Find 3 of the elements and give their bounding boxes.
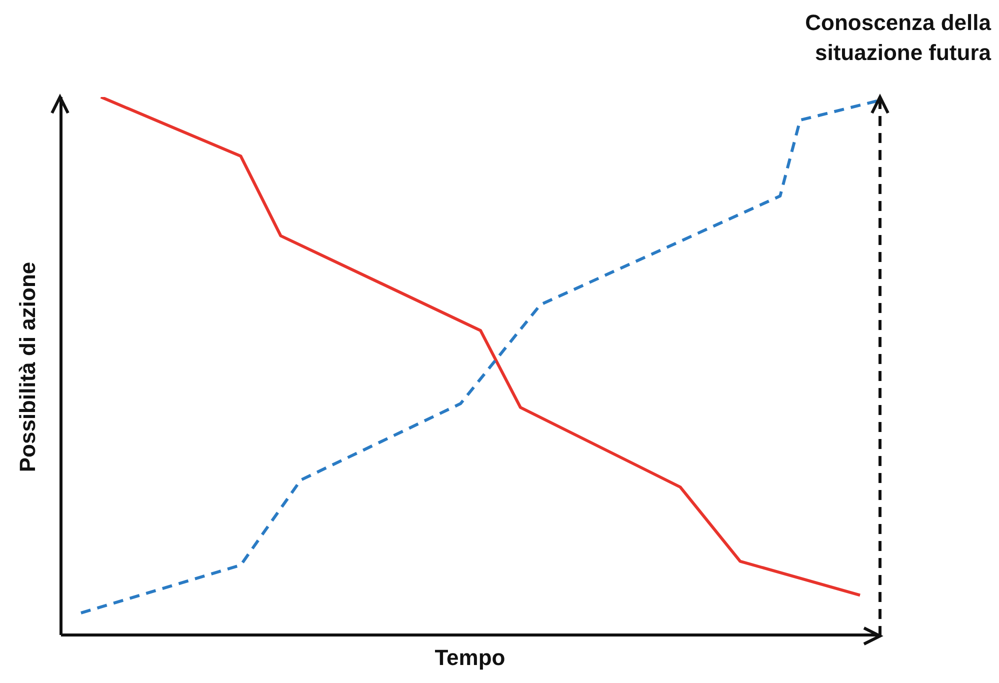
y-axis-title: Possibilità di azione [14, 260, 41, 474]
text: Conoscenza della situazione futura [804, 9, 991, 67]
x-axis-title: Tempo [434, 645, 506, 671]
